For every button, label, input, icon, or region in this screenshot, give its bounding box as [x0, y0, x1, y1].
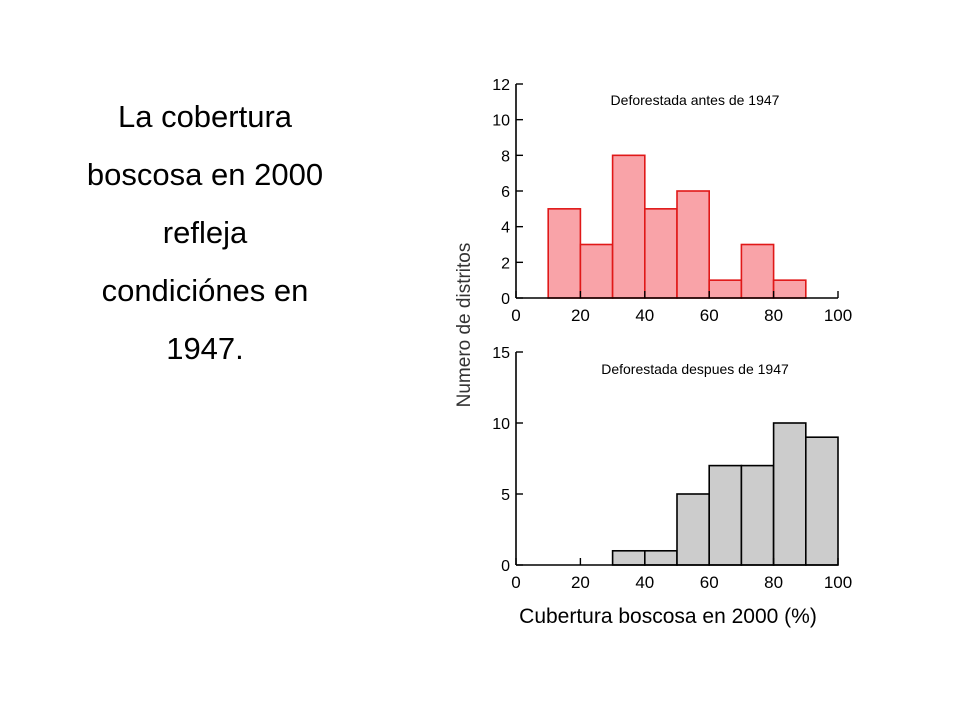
- top-histogram-bar: [547, 208, 582, 299]
- top-x-tick-label: 60: [700, 306, 719, 325]
- slide-text-line: 1947.: [166, 331, 244, 366]
- bottom-x-tick-label: 0: [511, 573, 520, 592]
- bottom-histogram-bar: [804, 436, 839, 566]
- bottom-y-tick-label: 5: [501, 487, 510, 504]
- bottom-y-tick-label: 10: [492, 416, 510, 433]
- shared-x-axis-label: Cubertura boscosa en 2000 (%): [519, 605, 817, 628]
- slide-text-block: La cobertura boscosa en 2000 refleja con…: [40, 88, 370, 378]
- top-histogram-bar: [611, 154, 646, 299]
- top-chart-title: Deforestada antes de 1947: [611, 92, 780, 108]
- bottom-histogram-bar: [611, 549, 646, 566]
- bottom-histogram-bar: [676, 493, 711, 566]
- top-x-tick-label: 100: [824, 306, 852, 325]
- top-histogram-bar: [708, 279, 743, 299]
- top-y-tick-label: 6: [501, 184, 510, 201]
- top-histogram-bar: [676, 190, 711, 299]
- bottom-x-tick-label: 100: [824, 573, 852, 592]
- bottom-histogram-bar: [740, 464, 775, 566]
- top-y-tick-label: 8: [501, 148, 510, 165]
- shared-y-axis-label: Numero de distritos: [454, 243, 475, 408]
- bottom-x-tick-label: 60: [700, 573, 719, 592]
- top-y-tick-label: 0: [501, 291, 510, 308]
- top-y-tick-label: 10: [492, 113, 510, 130]
- top-x-tick-label: 80: [764, 306, 783, 325]
- bottom-histogram-bar: [708, 464, 743, 566]
- top-histogram-bar: [740, 243, 775, 299]
- slide-text-line: La cobertura: [117, 99, 293, 134]
- bottom-x-tick-label: 40: [635, 573, 654, 592]
- bottom-histogram-bar: [643, 549, 678, 566]
- slide-text-line: refleja: [162, 215, 248, 250]
- bottom-x-tick-label: 80: [764, 573, 783, 592]
- bottom-chart-title: Deforestada despues de 1947: [601, 361, 789, 377]
- top-y-tick-label: 12: [492, 77, 510, 94]
- bottom-y-tick-label: 0: [501, 558, 510, 575]
- top-x-tick-label: 0: [511, 306, 520, 325]
- top-histogram-bar: [643, 208, 678, 299]
- top-histogram-bar: [772, 279, 807, 299]
- top-x-tick-label: 40: [635, 306, 654, 325]
- slide-text-line: boscosa en 2000: [86, 157, 324, 192]
- bottom-histogram-bar: [772, 422, 807, 566]
- top-y-tick-label: 2: [501, 255, 510, 272]
- bottom-x-tick-label: 20: [571, 573, 590, 592]
- top-histogram-bar: [579, 243, 614, 299]
- bottom-y-tick-label: 15: [492, 345, 510, 362]
- top-x-tick-label: 20: [571, 306, 590, 325]
- top-y-tick-label: 4: [501, 220, 510, 237]
- slide-text-line: condiciónes en: [101, 273, 309, 308]
